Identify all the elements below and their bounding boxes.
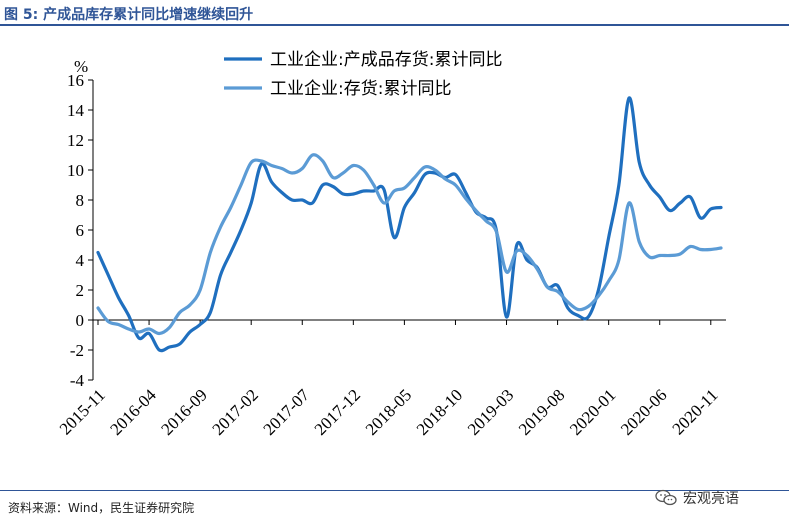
- y-tick-label: 12: [67, 131, 84, 150]
- x-tick-label: 2015-11: [56, 385, 109, 438]
- y-axis-unit-label: %: [74, 57, 88, 76]
- x-tick-label: 2016-09: [157, 385, 211, 439]
- footer-rule: [0, 490, 789, 491]
- watermark: 宏观亮语: [655, 488, 739, 508]
- y-tick-label: 4: [76, 251, 85, 270]
- series-line-inventory: [96, 153, 723, 336]
- y-tick-label: -2: [70, 341, 84, 360]
- x-tick-label: 2019-03: [464, 385, 518, 439]
- legend-label: 工业企业:产成品存货:累计同比: [270, 50, 502, 70]
- title-rule: [0, 24, 789, 26]
- x-tick-label: 2019-08: [515, 385, 569, 439]
- y-tick-label: 14: [67, 101, 85, 120]
- chart-lines: [96, 96, 723, 353]
- y-tick-label: 0: [76, 311, 85, 330]
- x-tick-label: 2020-11: [669, 385, 722, 438]
- x-tick-label: 2017-02: [209, 385, 263, 439]
- series-line-finished-goods: [96, 96, 723, 353]
- x-tick-label: 2017-07: [260, 385, 314, 439]
- legend-label: 工业企业:存货:累计同比: [270, 79, 451, 99]
- y-tick-label: 6: [76, 221, 85, 240]
- x-tick-label: 2018-05: [362, 385, 416, 439]
- watermark-text: 宏观亮语: [683, 491, 739, 507]
- y-tick-label: 10: [67, 161, 84, 180]
- y-tick-label: 16: [67, 71, 84, 90]
- x-tick-label: 2016-04: [106, 385, 160, 439]
- y-tick-label: -4: [70, 371, 85, 390]
- y-tick-label: 2: [76, 281, 85, 300]
- y-tick-label: 8: [76, 191, 85, 210]
- source-note: 资料来源：Wind，民生证券研究院: [8, 501, 195, 515]
- x-tick-label: 2018-10: [413, 385, 467, 439]
- chat-bubble-icon: [655, 489, 677, 506]
- x-tick-label: 2017-12: [311, 385, 365, 439]
- figure-title: 图 5: 产成品库存累计同比增速继续回升: [4, 7, 254, 23]
- x-tick-label: 2020-01: [566, 385, 620, 439]
- x-tick-label: 2020-06: [617, 385, 671, 439]
